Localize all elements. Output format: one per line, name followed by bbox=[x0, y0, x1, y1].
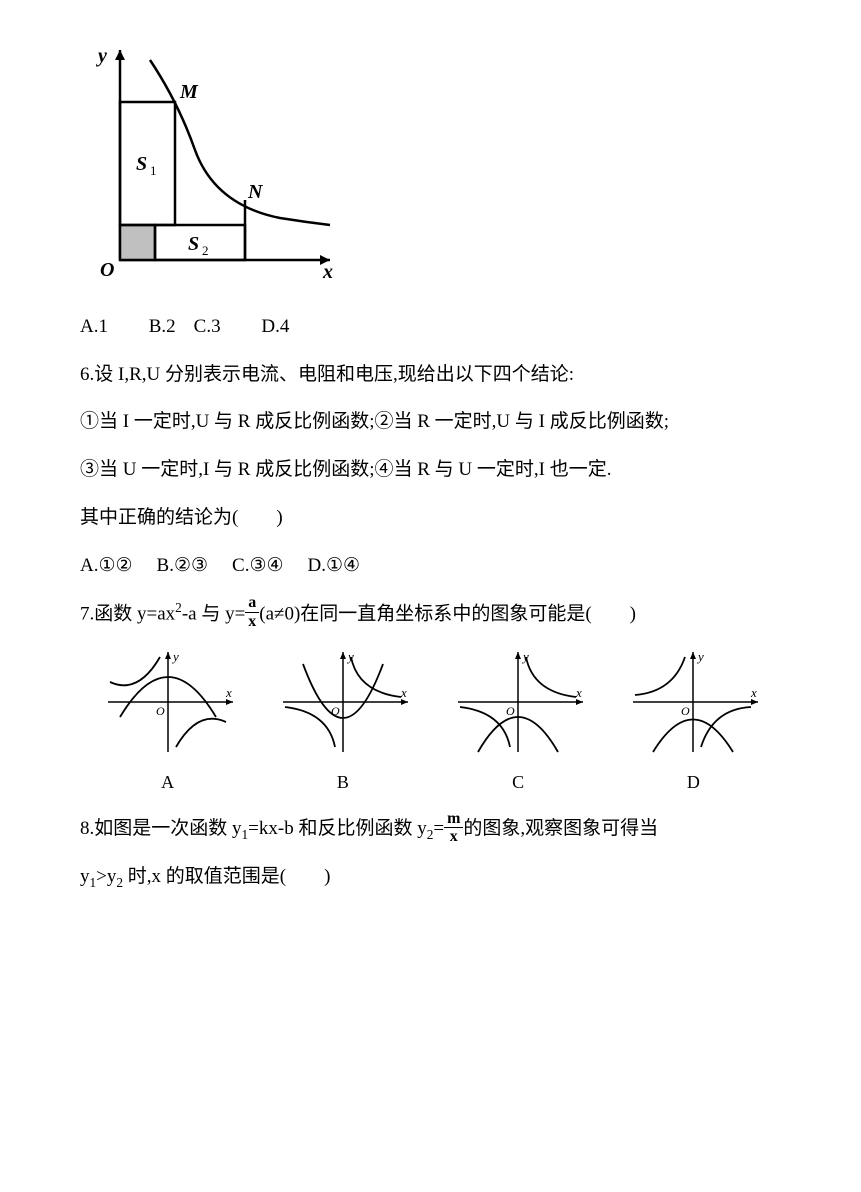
q7-frac-num: a bbox=[245, 594, 259, 613]
q5-option-c: C.3 bbox=[194, 306, 221, 348]
svg-text:O: O bbox=[156, 704, 165, 718]
q8-frac-num: m bbox=[444, 810, 463, 829]
q6-option-c: C.③④ bbox=[232, 545, 284, 587]
svg-text:O: O bbox=[681, 704, 690, 718]
q7-text-post: (a≠0)在同一直角坐标系中的图象可能是( ) bbox=[259, 603, 636, 624]
q8-l2-post: 时,x 的取值范围是( ) bbox=[123, 866, 330, 887]
q7-stem: 7.函数 y=ax2-a 与 y=ax(a≠0)在同一直角坐标系中的图象可能是(… bbox=[80, 593, 781, 635]
svg-text:N: N bbox=[247, 181, 264, 203]
q8-mid1: =kx-b 和反比例函数 y bbox=[248, 818, 427, 839]
svg-text:y: y bbox=[696, 649, 704, 664]
svg-text:O: O bbox=[506, 704, 515, 718]
q6-option-d: D.①④ bbox=[308, 545, 361, 587]
q7-fraction: ax bbox=[245, 594, 259, 630]
svg-text:y: y bbox=[96, 45, 107, 67]
q6-stem: 6.设 I,R,U 分别表示电流、电阻和电压,现给出以下四个结论: bbox=[80, 354, 781, 396]
hyperbola-diagram: y x O M N S 1 S 2 bbox=[80, 40, 340, 280]
q7-graph-d: y x O D bbox=[623, 647, 763, 803]
q7-label-c: C bbox=[512, 763, 524, 803]
q7-label-b: B bbox=[337, 763, 349, 803]
q8-frac-den: x bbox=[444, 828, 463, 846]
svg-text:M: M bbox=[179, 81, 199, 103]
q8-l2-pre: y bbox=[80, 866, 90, 887]
q6-statement-3-4: ③当 U 一定时,I 与 R 成反比例函数;④当 R 与 U 一定时,I 也一定… bbox=[80, 449, 781, 491]
svg-text:x: x bbox=[575, 685, 582, 700]
q6-option-b: B.②③ bbox=[157, 545, 209, 587]
q8-stem-line1: 8.如图是一次函数 y1=kx-b 和反比例函数 y2=mx的图象,观察图象可得… bbox=[80, 808, 781, 850]
q5-figure: y x O M N S 1 S 2 bbox=[80, 40, 781, 296]
svg-text:x: x bbox=[400, 685, 407, 700]
q8-post1: 的图象,观察图象可得当 bbox=[463, 818, 658, 839]
svg-text:1: 1 bbox=[150, 163, 157, 178]
q5-option-d: D.4 bbox=[261, 306, 289, 348]
svg-text:S: S bbox=[136, 153, 147, 175]
q8-stem-line2: y1>y2 时,x 的取值范围是( ) bbox=[80, 856, 781, 898]
q7-label-d: D bbox=[687, 763, 700, 803]
q8-pre: 8.如图是一次函数 y bbox=[80, 818, 242, 839]
q5-option-b: B.2 bbox=[149, 306, 176, 348]
svg-text:O: O bbox=[100, 259, 114, 280]
q8-l2-mid: >y bbox=[96, 866, 116, 887]
svg-text:y: y bbox=[171, 649, 179, 664]
q7-frac-den: x bbox=[245, 613, 259, 631]
svg-text:x: x bbox=[225, 685, 232, 700]
q7-graph-c: y x O C bbox=[448, 647, 588, 803]
q7-graph-b: y x O B bbox=[273, 647, 413, 803]
q6-options: A.①② B.②③ C.③④ D.①④ bbox=[80, 545, 781, 587]
q5-option-a: A.1 bbox=[80, 306, 108, 348]
q7-graph-a: y x O A bbox=[98, 647, 238, 803]
q7-sup-2: 2 bbox=[175, 600, 182, 615]
q7-text-pre: 7.函数 y=ax bbox=[80, 603, 175, 624]
q8-fraction: mx bbox=[444, 810, 463, 846]
q6-option-a: A.①② bbox=[80, 545, 133, 587]
q6-question: 其中正确的结论为( ) bbox=[80, 497, 781, 539]
q5-options: A.1 B.2 C.3 D.4 bbox=[80, 306, 781, 348]
q8-mid2: = bbox=[433, 818, 444, 839]
svg-text:2: 2 bbox=[202, 243, 209, 258]
svg-text:S: S bbox=[188, 233, 199, 255]
q7-text-mid: -a 与 y= bbox=[182, 603, 245, 624]
svg-text:x: x bbox=[750, 685, 757, 700]
q7-graphs: y x O A y x O B bbox=[80, 647, 781, 803]
q6-statement-1-2: ①当 I 一定时,U 与 R 成反比例函数;②当 R 一定时,U 与 I 成反比… bbox=[80, 401, 781, 443]
svg-text:x: x bbox=[322, 261, 333, 280]
q7-label-a: A bbox=[161, 763, 174, 803]
